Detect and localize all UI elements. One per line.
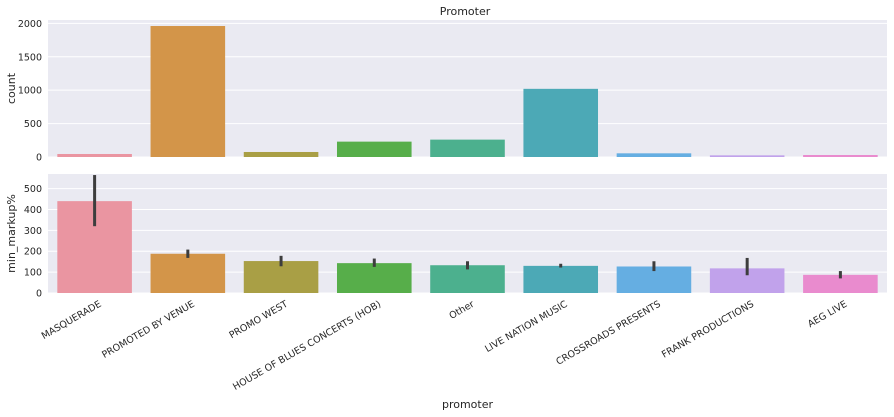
count-bars: [57, 26, 878, 157]
bar-promoted-by-venue: [150, 253, 226, 293]
markup-error-bars: [93, 175, 842, 279]
bar-masquerade: [57, 153, 132, 157]
x-axis-label: promoter: [442, 398, 494, 411]
y-tick-label: 200: [24, 247, 42, 258]
x-tick-label: PROMOTED BY VENUE: [100, 299, 196, 361]
bar-live-nation-music: [523, 88, 599, 157]
count-subplot: 0 500 1000 1500 2000 count: [5, 19, 887, 164]
bar-aeg-live: [803, 154, 878, 157]
x-tick-label: Other: [447, 299, 476, 322]
x-tick-label: CROSSROADS PRESENTS: [554, 299, 662, 368]
bar-house-of-blues-concerts-hob: [336, 141, 412, 157]
bar-aeg-live: [803, 274, 878, 293]
bar-promo-west: [243, 151, 319, 157]
chart-title: Promoter: [440, 5, 491, 18]
bar-promoted-by-venue: [150, 26, 226, 157]
x-tick-label: MASQUERADE: [40, 299, 104, 342]
bar-other: [430, 139, 505, 157]
x-tick-label: LIVE NATION MUSIC: [483, 299, 570, 355]
y-tick-label: 2000: [18, 19, 42, 30]
x-tick-label: HOUSE OF BLUES CONCERTS (HOB): [231, 299, 383, 393]
bar-other: [430, 265, 505, 293]
markup-y-ticks: 0 100 200 300 400 500: [24, 184, 42, 299]
bar-live-nation-music: [523, 265, 599, 293]
y-tick-label: 400: [24, 205, 42, 216]
y-tick-label: 1500: [18, 52, 42, 63]
markup-bars: [57, 201, 878, 293]
y-tick-label: 300: [24, 226, 42, 237]
y-tick-label: 100: [24, 268, 42, 279]
bar-frank-productions: [709, 155, 785, 157]
bar-promo-west: [243, 261, 319, 293]
x-tick-label: PROMO WEST: [227, 299, 290, 341]
x-tick-label: FRANK PRODUCTIONS: [660, 299, 756, 361]
y-tick-label: 500: [24, 119, 42, 130]
markup-y-axis-label: min_markup%: [5, 194, 18, 273]
y-tick-label: 500: [24, 184, 42, 195]
bar-house-of-blues-concerts-hob: [336, 263, 412, 293]
y-tick-label: 1000: [18, 86, 42, 97]
count-y-axis-label: count: [5, 72, 18, 104]
count-y-ticks: 0 500 1000 1500 2000: [18, 19, 42, 164]
x-tick-label: AEG LIVE: [806, 299, 849, 330]
y-tick-label: 0: [36, 153, 42, 164]
bar-crossroads-presents: [616, 153, 692, 157]
y-tick-label: 0: [36, 289, 42, 300]
